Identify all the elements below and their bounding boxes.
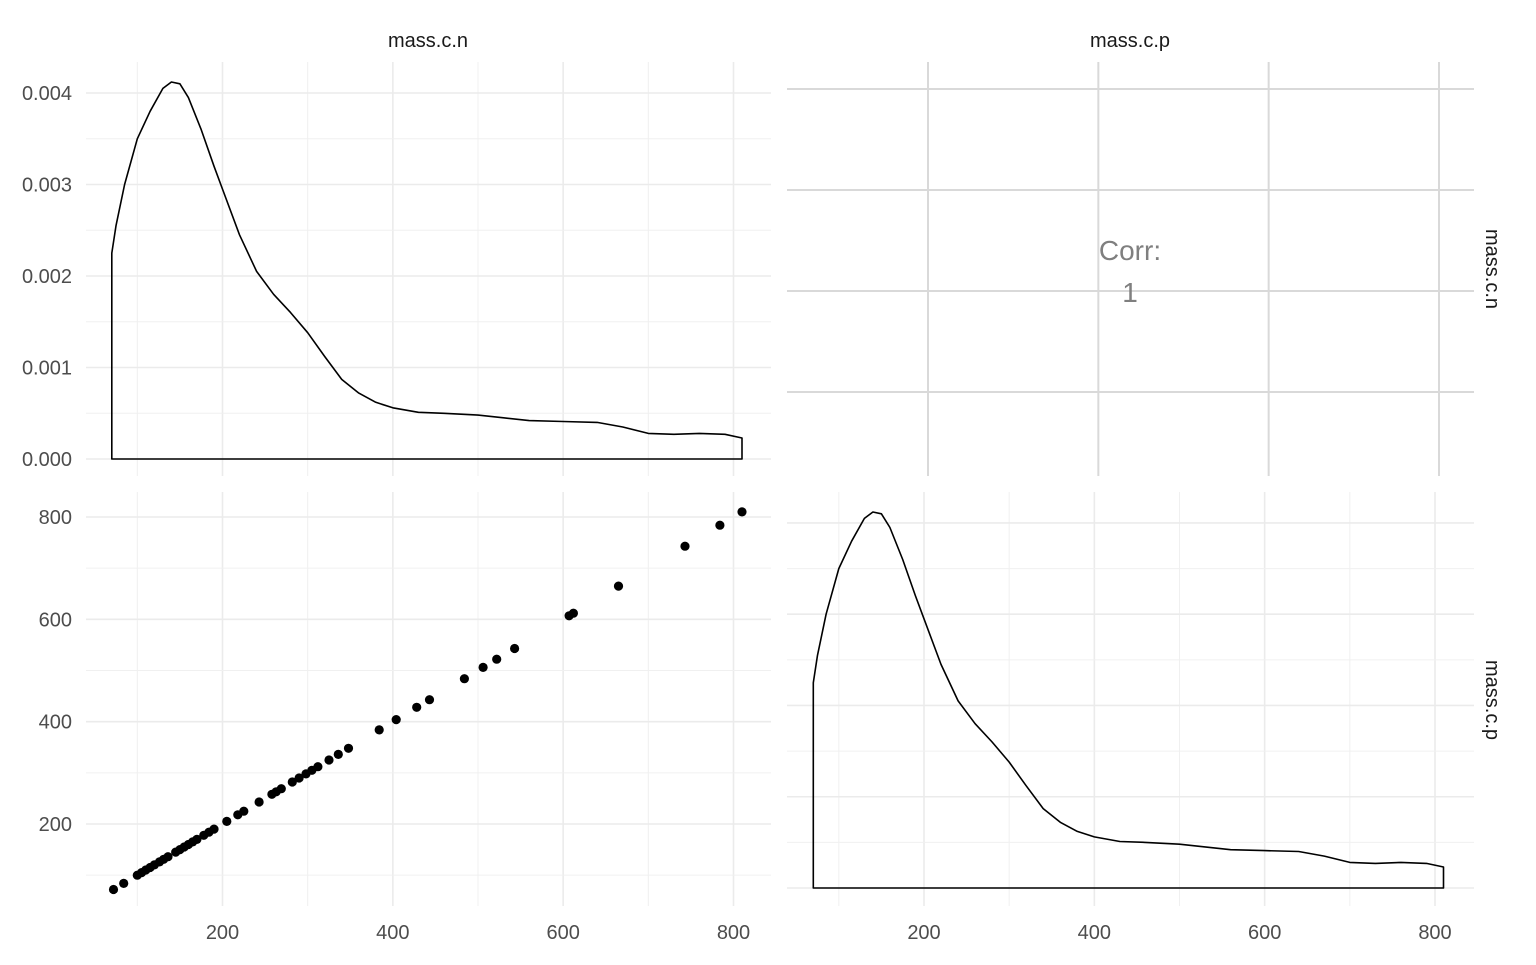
x-tick-label-mass-c-p: 600 — [1248, 922, 1281, 944]
scatter-point — [424, 695, 435, 705]
scatter-point — [209, 824, 219, 834]
scatter-point — [412, 702, 422, 712]
scatter-point — [239, 806, 249, 816]
y-tick-label-scatter: 200 — [39, 814, 72, 836]
strip-col-mass-c-p: mass.c.p — [1090, 30, 1170, 52]
strip-row-mass-c-n: mass.c.n — [1481, 229, 1503, 309]
scatter-point — [613, 581, 624, 591]
scatter-point — [374, 725, 384, 735]
scatter-point — [276, 784, 286, 794]
y-tick-label-density: 0.000 — [22, 449, 72, 471]
scatter-point — [333, 749, 343, 760]
scatter-point — [119, 878, 129, 889]
y-tick-label-density: 0.003 — [22, 175, 72, 197]
y-tick-label-density: 0.002 — [22, 266, 72, 288]
corr-value: 1 — [1122, 277, 1138, 308]
scatter-point — [313, 762, 323, 772]
corr-label: Corr: — [1099, 235, 1161, 266]
axis-layer: 0.000 0.001 0.002 0.003 0.004 200 400 600 800 200… — [22, 83, 1452, 944]
scatter-point — [294, 773, 304, 783]
y-tick-label-scatter: 800 — [39, 507, 72, 529]
y-tick-label-density: 0.004 — [22, 83, 72, 105]
x-tick-label-mass-c-n: 600 — [546, 922, 579, 944]
x-tick-label-mass-c-n: 200 — [206, 922, 239, 944]
scatter-point — [509, 643, 520, 654]
y-tick-label-scatter: 400 — [39, 712, 72, 734]
scatter-point — [192, 834, 202, 845]
scatter-point — [222, 816, 232, 827]
scatter-point — [680, 541, 690, 551]
strip-col-mass-c-n: mass.c.n — [388, 30, 468, 52]
scatter-point — [324, 755, 334, 765]
scatter-point — [287, 777, 297, 787]
density-curve-mass-c-p — [812, 511, 1445, 889]
data-layer — [108, 81, 1445, 895]
x-tick-label-mass-c-p: 200 — [907, 922, 940, 944]
scatter-point — [478, 662, 488, 673]
scatter-point — [108, 884, 119, 895]
y-tick-label-scatter: 600 — [39, 609, 72, 631]
x-tick-label-mass-c-n: 800 — [717, 922, 750, 944]
density-curve-mass-c-n — [111, 81, 743, 460]
scatter-point — [391, 715, 401, 725]
x-tick-label-mass-c-p: 400 — [1078, 922, 1111, 944]
y-tick-label-density: 0.001 — [22, 358, 72, 380]
strip-row-mass-c-p: mass.c.p — [1481, 660, 1503, 740]
scatter-point — [343, 743, 354, 753]
scatter-point — [715, 520, 725, 530]
x-tick-label-mass-c-p: 800 — [1418, 922, 1451, 944]
scatter-point — [492, 654, 502, 664]
scatter-point — [163, 852, 173, 862]
scatter-point — [254, 797, 264, 807]
scatter-point — [737, 507, 747, 517]
scatter-point — [568, 608, 579, 618]
x-tick-label-mass-c-n: 400 — [376, 922, 409, 944]
scatter-point — [459, 674, 469, 684]
